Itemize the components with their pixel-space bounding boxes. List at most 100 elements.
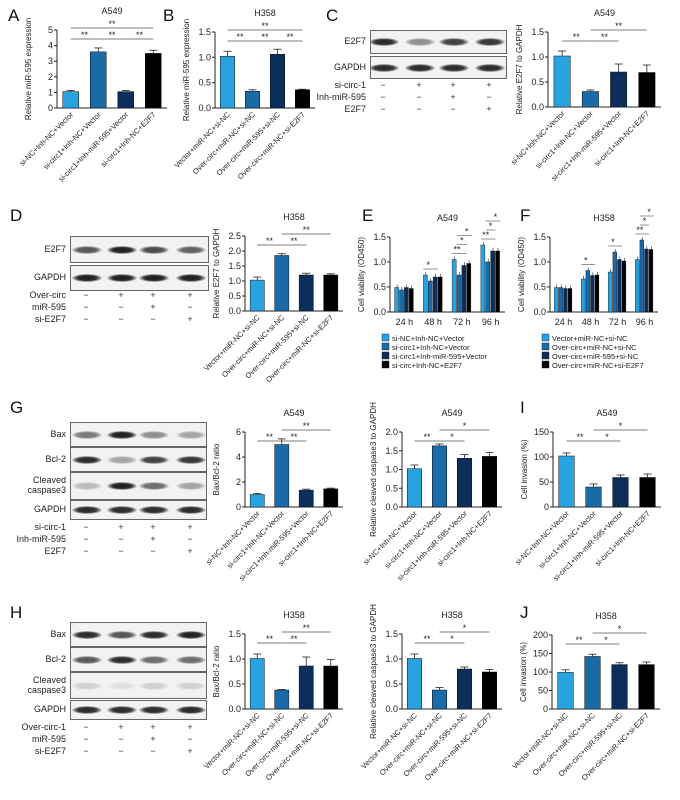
condition-sign: +	[150, 734, 156, 744]
blot-row	[370, 56, 507, 79]
blot-band	[72, 655, 102, 664]
significance-marker: *	[489, 221, 493, 231]
significance-marker: **	[108, 19, 116, 29]
legend-label: si-circ1+Inh-NC+Vector	[392, 343, 470, 352]
condition-label: Over-circ	[29, 290, 67, 300]
blot-band	[139, 274, 169, 282]
y-axis-label: Relative miR-595 expression	[24, 18, 33, 120]
condition-sign: +	[118, 722, 124, 732]
y-tick-label: 4	[48, 41, 53, 51]
blot-band	[107, 630, 137, 639]
bar	[404, 287, 409, 313]
significance-marker: **	[266, 634, 274, 644]
y-tick-label: 0.0	[533, 307, 546, 317]
condition-sign: −	[380, 80, 386, 90]
y-tick-label: 0.0	[373, 307, 386, 317]
bar	[249, 279, 265, 312]
bar	[554, 287, 559, 313]
y-tick-label: 1.0	[228, 654, 241, 664]
bar	[274, 689, 290, 710]
legend-swatch	[381, 351, 390, 360]
blot-band	[176, 506, 206, 514]
bar	[298, 665, 314, 710]
condition-sign: −	[83, 534, 89, 544]
legend-label: Over-circ+miR-NC+si-E2F7	[552, 361, 644, 370]
condition-label: si-circ-1	[34, 522, 67, 532]
condition-sign: +	[187, 722, 193, 732]
bar	[608, 271, 613, 313]
x-tick-label: 72 h	[453, 317, 471, 327]
chart-title: A549	[283, 408, 304, 418]
bar	[249, 658, 265, 710]
bar	[617, 259, 622, 313]
blot-band	[475, 38, 505, 46]
condition-sign: −	[150, 746, 156, 756]
blot-band	[107, 706, 137, 714]
blot-band	[176, 706, 206, 714]
significance-marker: *	[450, 634, 454, 644]
x-tick-label: si-circ1+Inh-NC+E2F7	[592, 109, 651, 168]
condition-sign: −	[380, 92, 386, 102]
y-tick-label: 50	[539, 477, 549, 487]
bar	[584, 656, 601, 710]
bar	[553, 55, 571, 108]
significance-marker: **	[303, 623, 311, 633]
bar	[621, 260, 627, 313]
condition-label: Over-circ-1	[21, 722, 67, 732]
bar	[581, 91, 599, 108]
condition-sign: +	[450, 80, 456, 90]
x-tick-label: si-circ1+Inh-NC+E2F7	[593, 509, 652, 568]
bar	[394, 287, 399, 313]
bar	[611, 664, 628, 710]
chart-title: A549	[101, 6, 122, 16]
condition-sign: +	[118, 290, 124, 300]
significance-marker: **	[261, 32, 269, 42]
y-tick-label: 2.0	[385, 427, 398, 437]
condition-sign: −	[416, 104, 422, 114]
bar	[323, 665, 339, 710]
bar	[457, 668, 472, 710]
blot-row	[70, 622, 207, 647]
bar	[409, 288, 414, 313]
significance-marker: **	[261, 21, 269, 31]
blot-band	[139, 630, 169, 639]
condition-sign: +	[150, 290, 156, 300]
bar	[117, 91, 134, 109]
blot-row-label: E2F7	[344, 36, 366, 46]
y-tick-label: 3	[48, 56, 53, 66]
condition-sign: −	[118, 534, 124, 544]
bar	[270, 54, 285, 109]
bar	[298, 489, 314, 508]
blot-row	[70, 472, 207, 500]
bar	[432, 689, 447, 710]
bar	[437, 276, 443, 313]
condition-sign: −	[83, 722, 89, 732]
panel-label-i: I	[520, 398, 525, 417]
y-tick-label: 0.5	[385, 679, 398, 689]
blot-band	[176, 274, 206, 282]
significance-marker: **	[636, 225, 644, 235]
condition-sign: +	[486, 80, 492, 90]
bar	[590, 275, 595, 313]
bar	[612, 251, 617, 313]
significance-marker: **	[266, 432, 274, 442]
blot-row-label: Bax	[50, 428, 66, 439]
condition-sign: +	[416, 80, 422, 90]
x-tick-label: 96 h	[482, 317, 500, 327]
y-tick-label: 1.5	[531, 27, 544, 37]
condition-sign: −	[150, 546, 156, 556]
significance-marker: **	[576, 432, 584, 442]
x-tick-label: 24 h	[396, 317, 414, 327]
blot-band	[139, 482, 169, 490]
significance-marker: **	[453, 245, 461, 255]
blot-row	[70, 672, 207, 699]
bar	[432, 445, 447, 508]
bar	[585, 486, 602, 508]
y-tick-label: 0.0	[228, 306, 241, 316]
bar	[495, 250, 500, 313]
y-tick-label: 0	[544, 502, 549, 512]
y-tick-label: 1.5	[385, 446, 398, 456]
